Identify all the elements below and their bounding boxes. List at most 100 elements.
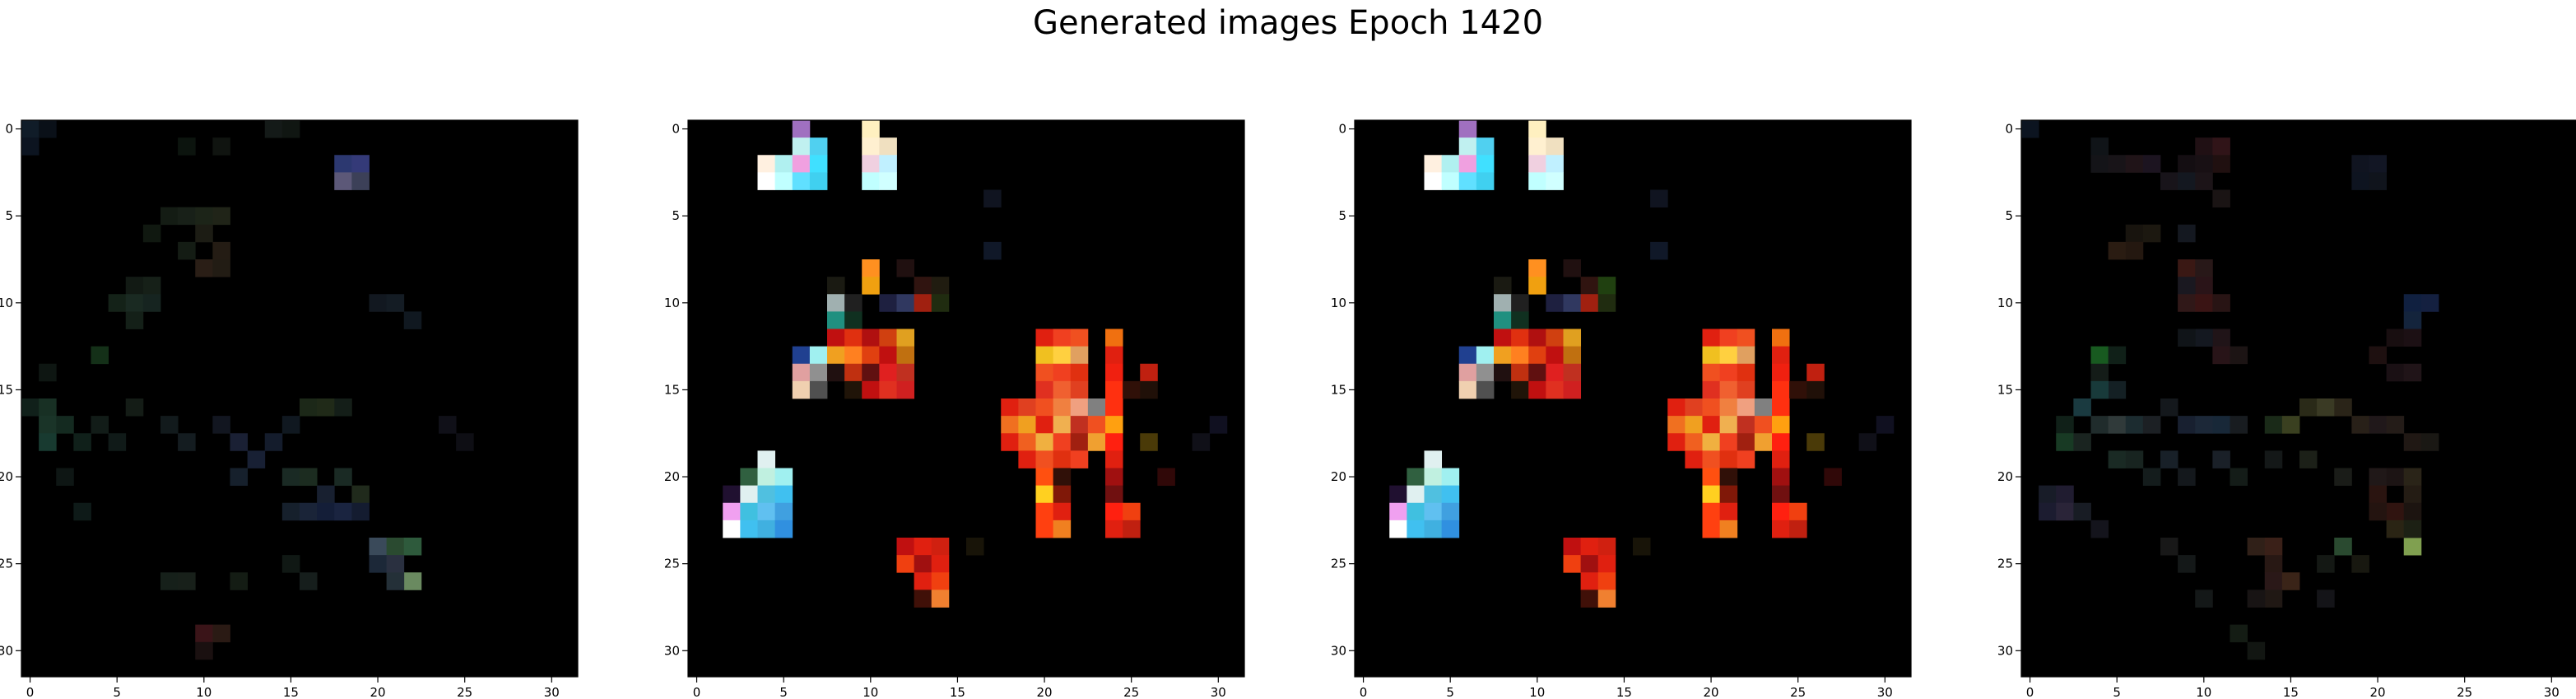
x-tick-label: 20 xyxy=(1037,685,1053,699)
image-pixel xyxy=(2334,538,2352,556)
image-background xyxy=(1355,120,1911,677)
image-pixel xyxy=(230,468,249,487)
image-pixel xyxy=(1754,433,1773,451)
image-pixel xyxy=(334,502,352,521)
image-pixel xyxy=(1772,346,1790,365)
subplot-3-axes: 0 5 10 15 20 25 30 0 5 10 15 20 25 30 xyxy=(1331,119,1912,699)
x-tick-label: 15 xyxy=(950,685,965,699)
image-pixel xyxy=(212,416,230,434)
image-pixel xyxy=(39,433,57,451)
image-pixel xyxy=(1389,520,1407,538)
image-pixel xyxy=(896,380,915,399)
image-pixel xyxy=(2369,346,2388,365)
image-pixel xyxy=(1719,433,1738,451)
image-pixel xyxy=(212,137,230,156)
image-pixel xyxy=(740,468,758,487)
image-pixel xyxy=(792,346,811,365)
image-pixel xyxy=(2351,555,2369,573)
image-pixel xyxy=(351,502,370,521)
image-pixel xyxy=(2195,294,2213,312)
y-tick-label: 20 xyxy=(0,469,13,484)
image-pixel xyxy=(827,311,845,329)
image-pixel xyxy=(39,416,57,434)
image-pixel xyxy=(2403,520,2422,538)
image-pixel xyxy=(1476,155,1495,173)
image-pixel xyxy=(2281,416,2300,434)
image-pixel xyxy=(1494,329,1512,347)
image-pixel xyxy=(844,329,863,347)
image-pixel xyxy=(300,398,318,417)
image-pixel xyxy=(862,155,880,173)
image-pixel xyxy=(774,485,793,504)
image-pixel xyxy=(1650,189,1668,208)
image-pixel xyxy=(1035,485,1054,504)
image-pixel xyxy=(2299,398,2318,417)
subplot-3: 0 5 10 15 20 25 30 0 5 10 15 20 25 30 xyxy=(1331,99,1926,699)
image-pixel xyxy=(386,572,405,590)
image-pixel xyxy=(1140,363,1158,382)
subplot-2: 0 5 10 15 20 25 30 0 5 10 15 20 25 30 xyxy=(664,99,1259,699)
image-pixel xyxy=(914,572,932,590)
image-pixel xyxy=(1105,398,1123,417)
image-pixel xyxy=(809,363,828,382)
image-pixel xyxy=(178,207,196,226)
image-pixel xyxy=(1719,450,1738,468)
image-pixel xyxy=(1070,363,1089,382)
image-pixel xyxy=(2195,589,2213,608)
image-pixel xyxy=(1476,137,1495,156)
y-tick-label: 10 xyxy=(1331,296,1346,310)
image-pixel xyxy=(844,311,863,329)
image-pixel xyxy=(879,346,897,365)
image-pixel xyxy=(73,502,91,521)
image-pixel xyxy=(862,329,880,347)
image-pixel xyxy=(1772,450,1790,468)
image-pixel xyxy=(1070,329,1089,347)
image-pixel xyxy=(1806,363,1825,382)
image-pixel xyxy=(2264,450,2283,468)
image-pixel xyxy=(125,277,144,295)
image-pixel xyxy=(2178,259,2196,277)
image-pixel xyxy=(757,485,776,504)
image-pixel xyxy=(1053,502,1072,521)
y-tick-label: 20 xyxy=(664,469,680,484)
image-pixel xyxy=(983,189,1002,208)
image-pixel xyxy=(56,416,74,434)
image-pixel xyxy=(2281,572,2300,590)
image-pixel xyxy=(2056,502,2074,521)
image-pixel xyxy=(792,155,811,173)
image-pixel xyxy=(1053,380,1072,399)
image-pixel xyxy=(1737,380,1755,399)
image-pixel xyxy=(2073,398,2091,417)
image-pixel xyxy=(334,172,352,190)
image-pixel xyxy=(178,572,196,590)
image-pixel xyxy=(1719,329,1738,347)
image-pixel xyxy=(2247,641,2266,660)
x-tick-label: 25 xyxy=(457,685,472,699)
image-pixel xyxy=(108,433,127,451)
image-pixel xyxy=(317,502,335,521)
image-pixel xyxy=(983,241,1002,260)
image-pixel xyxy=(334,398,352,417)
y-tick-label: 10 xyxy=(1997,296,2013,310)
x-tick-label: 5 xyxy=(1446,685,1454,699)
image-pixel xyxy=(386,555,405,573)
image-pixel xyxy=(1772,398,1790,417)
image-pixel xyxy=(862,380,880,399)
y-tick-label: 30 xyxy=(1331,643,1346,658)
image-pixel xyxy=(723,485,741,504)
image-pixel xyxy=(827,329,845,347)
image-pixel xyxy=(914,555,932,573)
image-pixel xyxy=(2351,172,2369,190)
image-pixel xyxy=(247,450,266,468)
image-pixel xyxy=(1667,398,1686,417)
image-pixel xyxy=(386,538,405,556)
image-pixel xyxy=(1563,329,1582,347)
image-pixel xyxy=(1772,520,1790,538)
image-pixel xyxy=(351,155,370,173)
image-pixel xyxy=(2230,416,2248,434)
image-pixel xyxy=(2178,172,2196,190)
image-pixel xyxy=(862,259,880,277)
image-pixel xyxy=(2212,294,2230,312)
image-pixel xyxy=(1087,433,1106,451)
image-pixel xyxy=(1754,398,1773,417)
